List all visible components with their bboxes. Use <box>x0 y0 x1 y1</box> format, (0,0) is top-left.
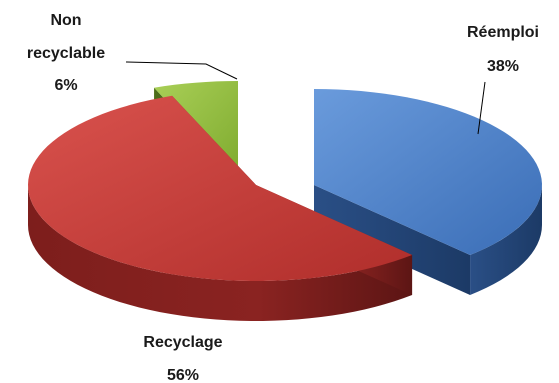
pie-slice-top-reemploi <box>314 89 542 255</box>
label-non-recyclable-line1: Non <box>50 12 81 29</box>
label-non-recyclable-pct: 6% <box>54 77 77 94</box>
pie-slice-side-recyclage <box>28 185 413 321</box>
pie-slice-top-recyclage <box>28 95 413 281</box>
pie-slice-reemploi <box>314 89 542 295</box>
label-recyclage-name: Recyclage <box>143 334 222 351</box>
leader-line-non-recyclable <box>125 61 238 80</box>
label-reemploi-name: Réemploi <box>467 24 539 41</box>
label-reemploi-pct: 38% <box>487 58 519 75</box>
pie-slice-cut-reemploi <box>314 185 471 295</box>
label-recyclage-pct: 56% <box>167 367 199 383</box>
pie-slice-side-reemploi <box>470 185 542 295</box>
pie-slice-recyclage <box>28 95 413 321</box>
leader-line-reemploi <box>477 81 486 135</box>
label-non-recyclable-line2: recyclable <box>27 45 105 62</box>
